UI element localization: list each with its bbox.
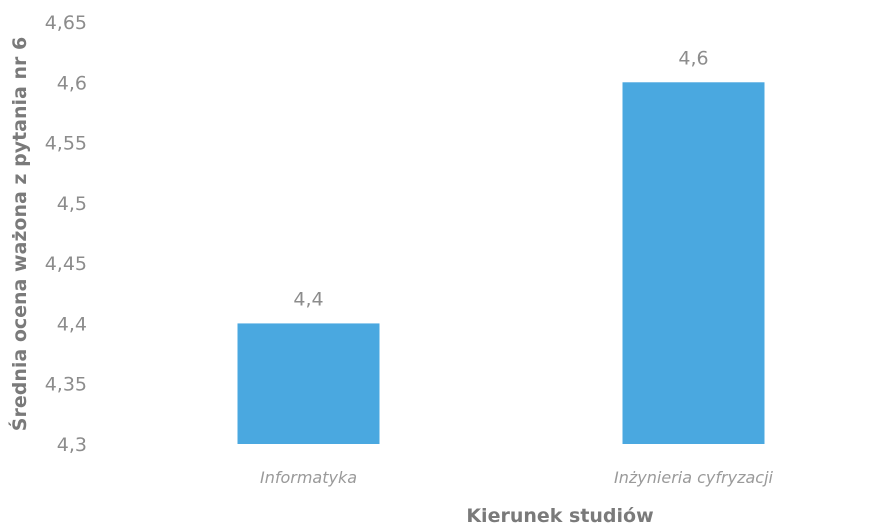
bar xyxy=(622,82,765,445)
y-tick-label: 4,65 xyxy=(45,12,87,34)
x-category-label: Informatyka xyxy=(260,468,357,487)
x-axis-title: Kierunek studiów xyxy=(466,505,653,527)
data-label: 4,4 xyxy=(293,288,323,310)
y-tick-label: 4,35 xyxy=(45,374,87,396)
y-tick-label: 4,3 xyxy=(57,434,87,456)
y-tick-label: 4,6 xyxy=(57,72,87,94)
y-axis-ticks: 4,3 4,35 4,4 4,45 4,5 4,55 4,6 4,65 xyxy=(45,12,87,456)
y-axis-title: Średnia ocena ważona z pytania nr 6 xyxy=(7,37,31,431)
x-axis-categories: Informatyka Inżynieria cyfryzacji xyxy=(260,468,774,487)
data-label: 4,6 xyxy=(678,47,708,69)
y-tick-label: 4,4 xyxy=(57,313,87,335)
y-tick-label: 4,45 xyxy=(45,253,87,275)
bars xyxy=(237,82,765,445)
bar xyxy=(237,323,380,444)
data-labels: 4,4 4,6 xyxy=(293,47,708,310)
y-tick-label: 4,5 xyxy=(57,193,87,215)
y-tick-label: 4,55 xyxy=(45,133,87,155)
x-category-label: Inżynieria cyfryzacji xyxy=(614,468,773,487)
